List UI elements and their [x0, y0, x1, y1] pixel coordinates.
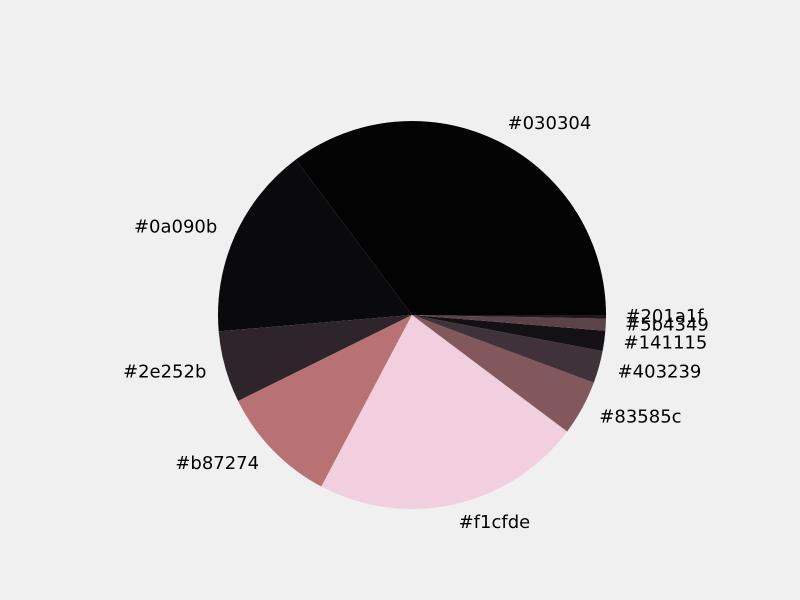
pie-labels: #030304 #0a090b #2e252b #b87274 #f1cfde #8358… — [123, 113, 709, 533]
pie-slice-label-2: #2e252b — [123, 361, 206, 382]
pie-slice-7 — [412, 315, 606, 352]
pie-slice-label-1: #0a090b — [134, 217, 217, 238]
pie-slice-label-9: #201a1f — [625, 306, 704, 327]
pie-slices — [217, 120, 607, 510]
pie-slice-label-0: #030304 — [508, 113, 592, 134]
pie-slice-label-8: #5b4349 — [625, 315, 709, 336]
pie-slice-8 — [412, 315, 606, 331]
pie-slice-label-6: #403239 — [618, 361, 702, 382]
pie-slice-label-4: #f1cfde — [459, 512, 531, 533]
pie-slice-4 — [321, 315, 568, 510]
pie-slice-label-3: #b87274 — [175, 453, 259, 474]
pie-slice-0 — [295, 120, 606, 315]
pie-slice-9 — [412, 315, 607, 319]
pie-slice-3 — [238, 315, 412, 487]
pie-slice-1 — [217, 159, 412, 332]
pie-slice-2 — [218, 315, 412, 402]
pie-slice-5 — [412, 315, 594, 432]
pie-slice-label-5: #83585c — [599, 406, 681, 427]
pie-slice-label-7: #141115 — [624, 333, 708, 354]
pie-slice-6 — [412, 315, 603, 383]
